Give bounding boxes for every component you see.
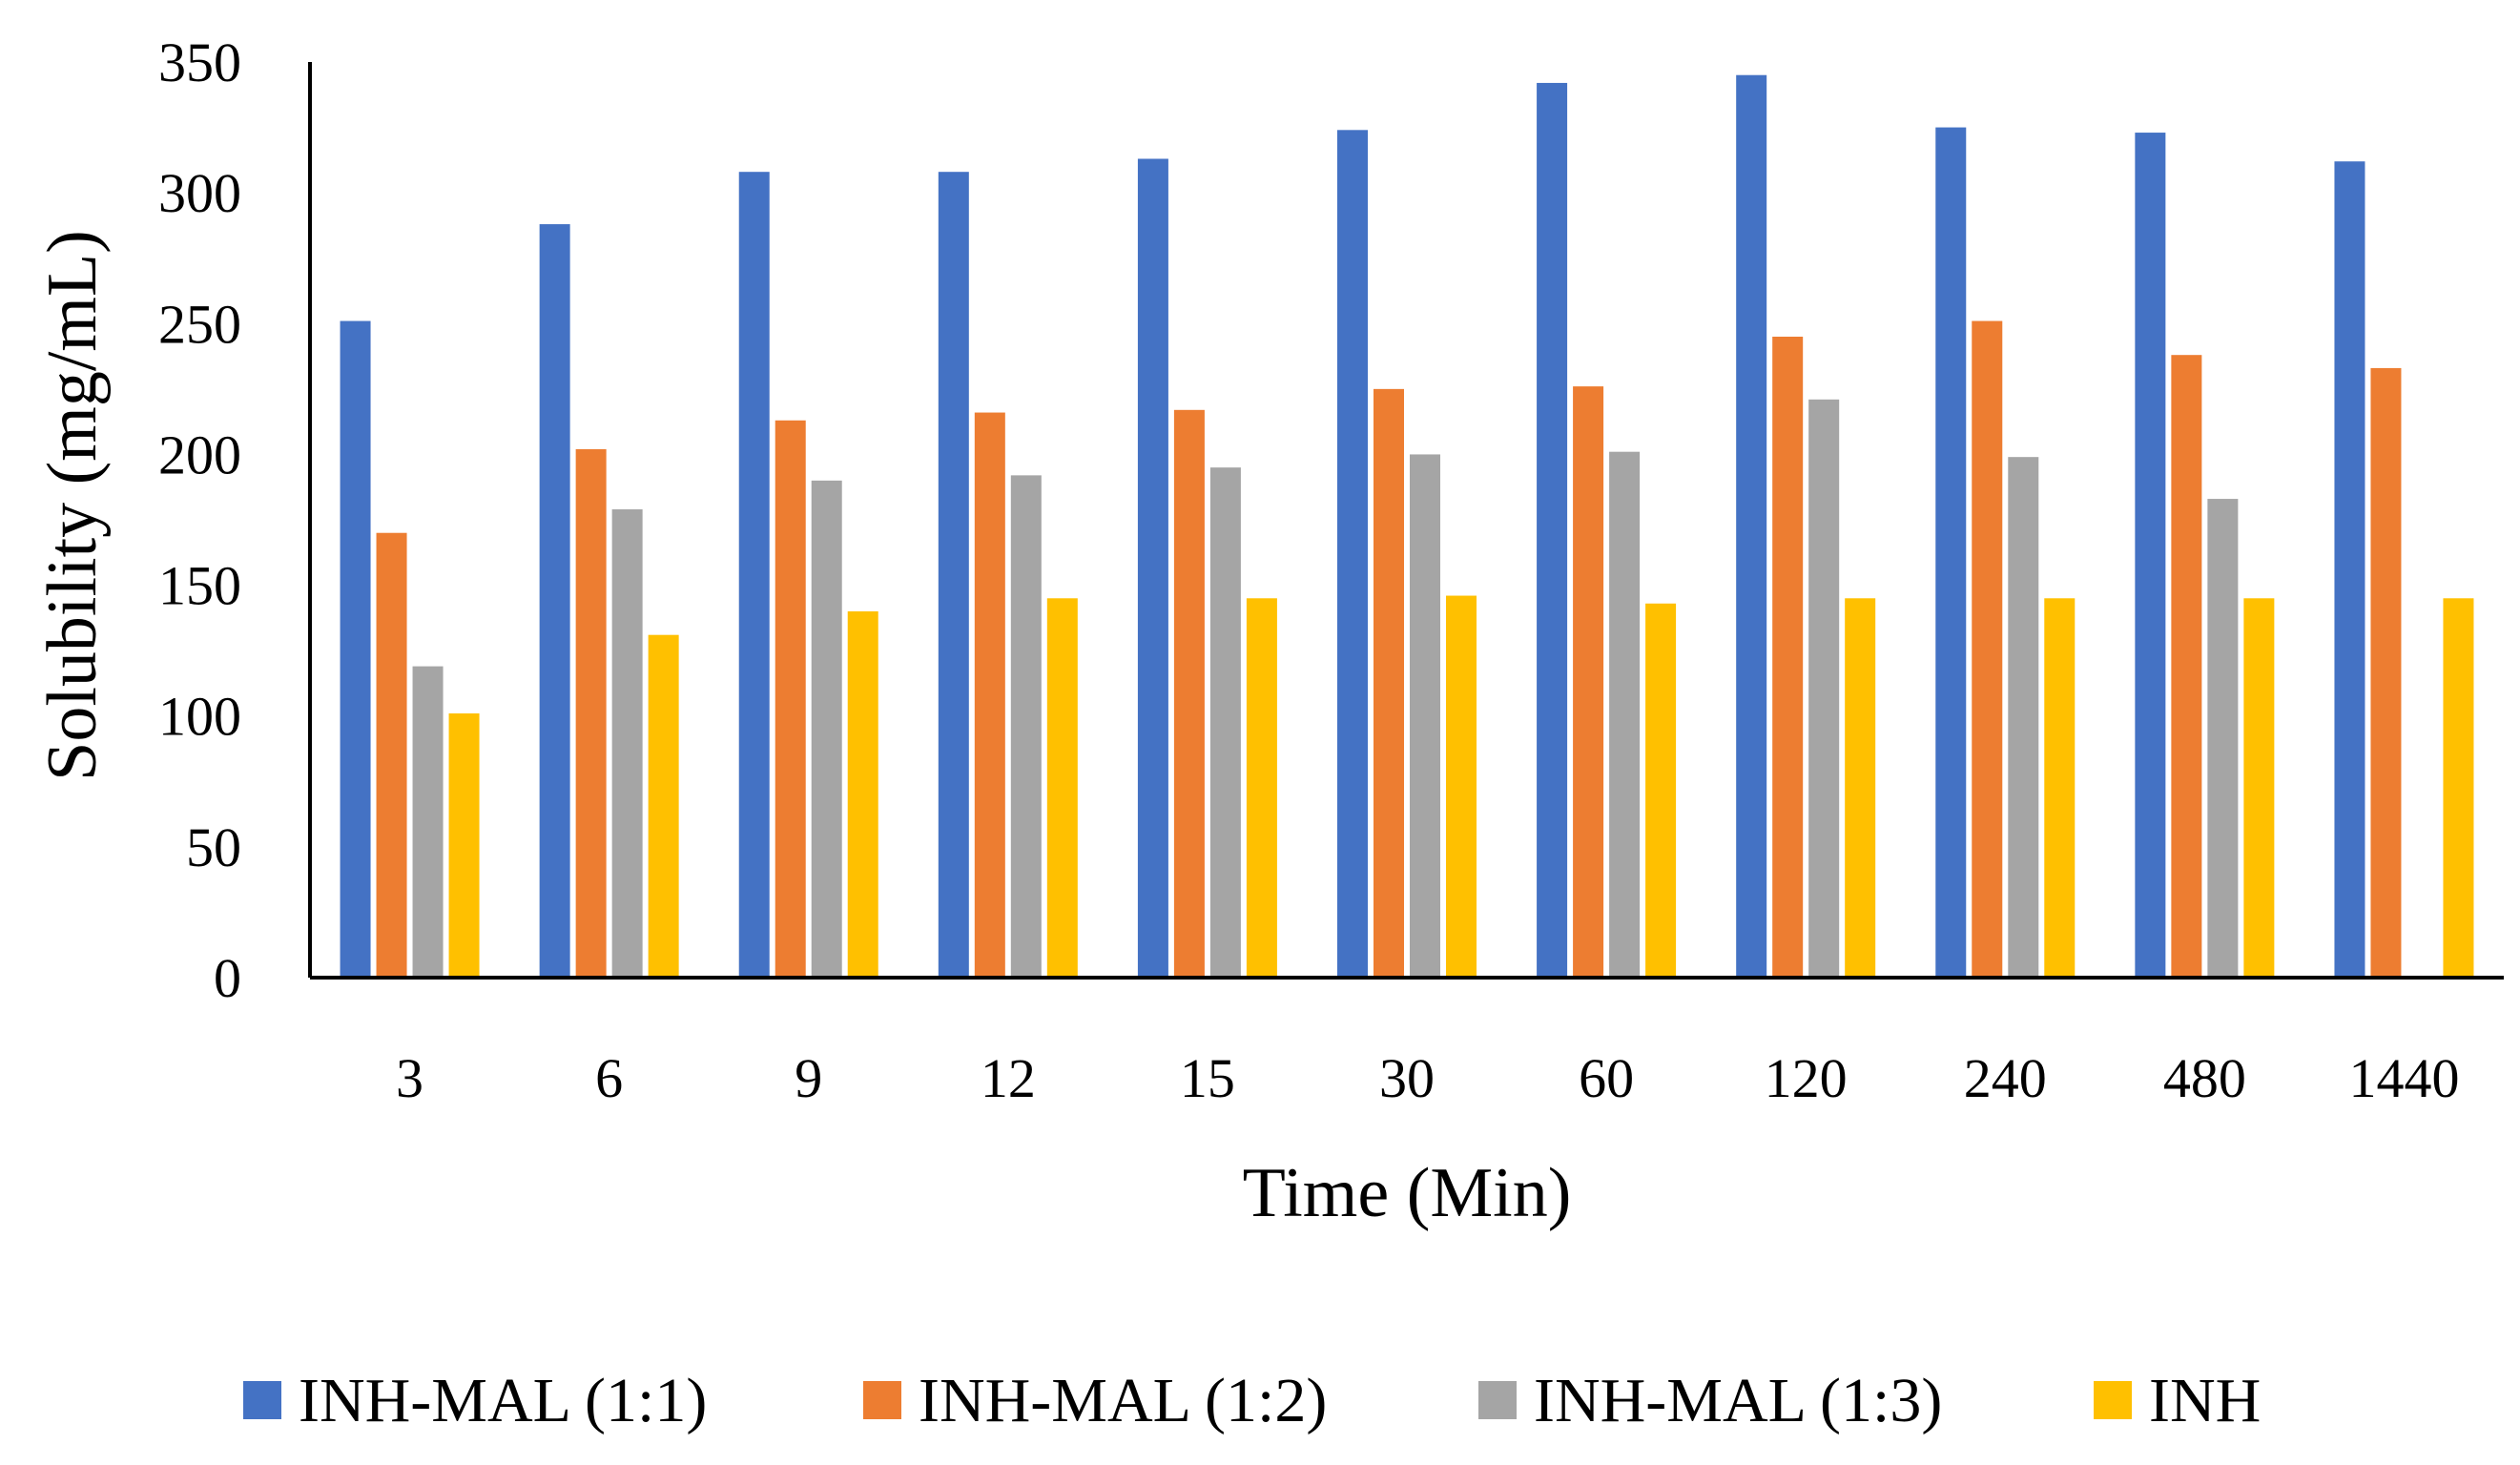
bar-inh-6 [648,634,679,978]
y-axis-title: Solubility (mg/mL) [33,230,112,781]
bar-inh-mal-1-3-240 [2008,457,2039,979]
legend: INH-MAL (1:1) INH-MAL (1:2) INH-MAL (1:3) I… [243,1366,2261,1435]
y-tick-label: 200 [158,423,241,485]
x-axis-tick-labels: 3 6 9 12 15 30 60 120 240 480 1440 [396,1047,2459,1109]
y-tick-label: 250 [158,293,241,355]
bar-inh-mal-1-1-6 [539,224,570,979]
bar-inh-mal-1-3-480 [2207,499,2239,978]
bar-inh-mal-1-2-9 [775,420,806,978]
bar-inh-9 [847,611,878,978]
y-tick-label: 350 [158,31,241,93]
bar-inh-mal-1-1-3 [340,320,371,978]
legend-label: INH-MAL (1:2) [919,1366,1327,1435]
bar-inh-mal-1-2-240 [1972,320,2003,978]
bar-inh-480 [2243,598,2275,978]
bar-inh-15 [1246,598,1277,978]
legend-item: INH [2094,1366,2261,1435]
bar-inh-30 [1446,595,1477,978]
legend-item: INH-MAL (1:1) [243,1366,707,1435]
x-axis-title: Time (Min) [1243,1154,1572,1232]
bar-inh-mal-1-1-240 [1935,127,1967,979]
bar-inh-240 [2044,598,2076,978]
x-tick-label: 30 [1379,1047,1435,1109]
bar-inh-mal-1-2-1440 [2370,367,2402,978]
x-tick-label: 6 [595,1047,623,1109]
bar-inh-mal-1-1-60 [1537,82,1568,978]
x-tick-label: 60 [1579,1047,1634,1109]
bar-inh-mal-1-2-30 [1374,388,1404,978]
x-tick-label: 9 [795,1047,822,1109]
legend-swatch [1478,1381,1517,1419]
legend-item: INH-MAL (1:3) [1478,1366,1942,1435]
bar-inh-mal-1-3-12 [1010,475,1042,978]
bar-inh-mal-1-1-30 [1337,130,1368,979]
x-tick-label: 15 [1180,1047,1235,1109]
bar-inh-mal-1-1-12 [938,172,969,978]
legend-swatch [2094,1381,2132,1419]
bar-inh-mal-1-2-480 [2171,355,2202,978]
x-tick-label: 1440 [2348,1047,2459,1109]
y-axis-tick-labels: 0 50 100 150 200 250 300 350 [158,31,241,1009]
bar-inh-mal-1-3-9 [811,480,842,978]
bar-inh-mal-1-1-480 [2135,133,2166,979]
bar-inh-mal-1-3-3 [412,666,444,978]
bar-inh-mal-1-2-60 [1573,386,1604,979]
bar-inh-3 [448,712,480,978]
bars [340,74,2474,979]
y-tick-label: 300 [158,162,241,224]
bar-inh-mal-1-1-9 [738,172,770,978]
legend-swatch [863,1381,901,1419]
bar-inh-mal-1-3-15 [1209,467,1241,979]
bar-inh-mal-1-1-15 [1137,158,1168,978]
legend-label: INH-MAL (1:1) [299,1366,707,1435]
bar-inh-mal-1-2-15 [1173,409,1205,978]
y-tick-label: 0 [214,947,241,1009]
bar-inh-mal-1-1-1440 [2334,161,2365,978]
bar-inh-1440 [2443,598,2474,978]
x-tick-label: 240 [1964,1047,2047,1109]
bar-inh-mal-1-2-120 [1772,337,1804,978]
bar-inh-mal-1-3-120 [1808,399,1840,978]
bar-inh-mal-1-3-30 [1410,454,1440,978]
bar-inh-mal-1-2-12 [974,412,1005,978]
y-tick-label: 150 [158,555,241,617]
legend-label: INH [2149,1366,2261,1435]
legend-item: INH-MAL (1:2) [863,1366,1327,1435]
bar-inh-60 [1645,603,1677,978]
bar-inh-12 [1046,598,1078,978]
x-tick-label: 480 [2163,1047,2246,1109]
bar-inh-mal-1-2-3 [376,532,407,978]
legend-label: INH-MAL (1:3) [1534,1366,1942,1435]
bar-inh-mal-1-3-60 [1609,451,1641,979]
x-tick-label: 3 [396,1047,423,1109]
x-tick-label: 12 [981,1047,1036,1109]
legend-swatch [243,1381,281,1419]
y-tick-label: 50 [186,816,241,878]
bar-inh-120 [1845,598,1876,978]
bar-inh-mal-1-1-120 [1736,74,1767,978]
bar-inh-mal-1-3-6 [611,509,643,978]
bar-inh-mal-1-2-6 [575,448,607,978]
x-tick-label: 120 [1765,1047,1848,1109]
y-tick-label: 100 [158,686,241,748]
